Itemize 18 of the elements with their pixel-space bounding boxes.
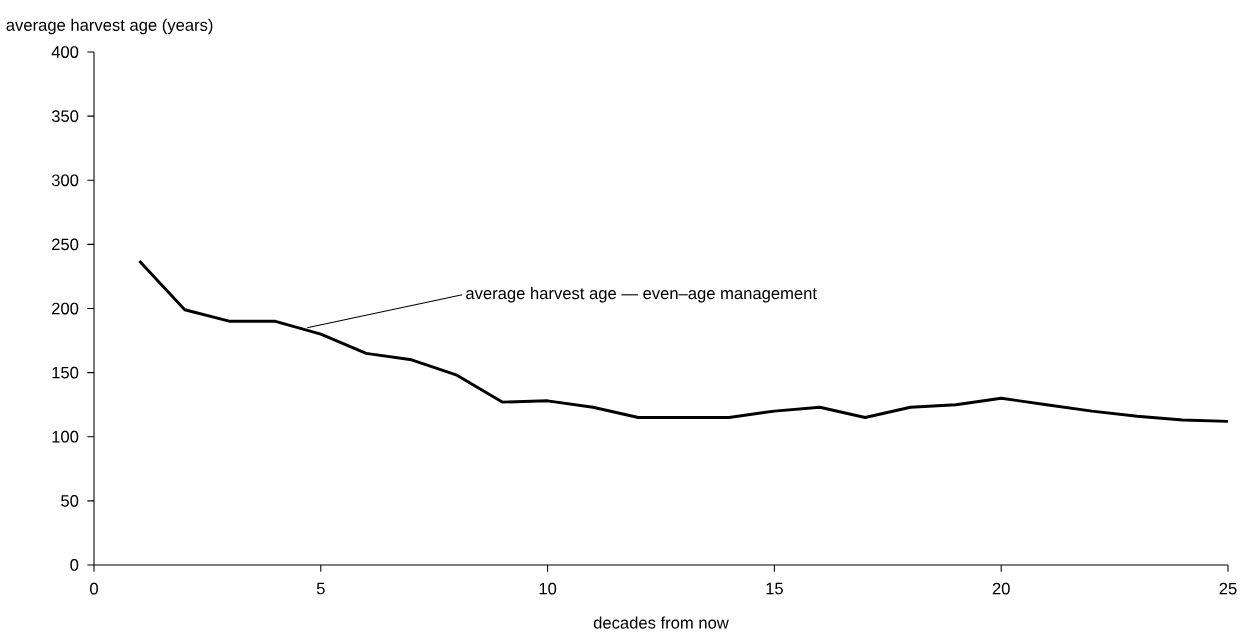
x-tick-label: 10: [539, 582, 557, 595]
y-tick-label: 250: [52, 238, 79, 251]
x-tick-label: 5: [316, 582, 325, 595]
y-tick-label: 50: [61, 494, 79, 507]
x-tick-label: 0: [90, 582, 98, 595]
x-tick-label: 25: [1219, 582, 1237, 595]
annotation: average harvest age — even–age management: [466, 286, 817, 303]
y-tick-label: 300: [51, 174, 79, 187]
y-tick-label: 0: [70, 559, 79, 571]
y-tick-label: 400: [51, 46, 79, 58]
x-tick-label: 15: [766, 582, 783, 595]
y-tick-label: 150: [52, 366, 79, 379]
y-tick-label: 100: [52, 430, 79, 443]
y-axis-title: average harvest age (years): [6, 18, 213, 35]
x-axis-title: decades from now: [593, 616, 729, 629]
y-tick-label: 350: [51, 110, 79, 122]
x-tick-label: 20: [992, 582, 1010, 595]
y-tick-label: 200: [52, 302, 79, 315]
